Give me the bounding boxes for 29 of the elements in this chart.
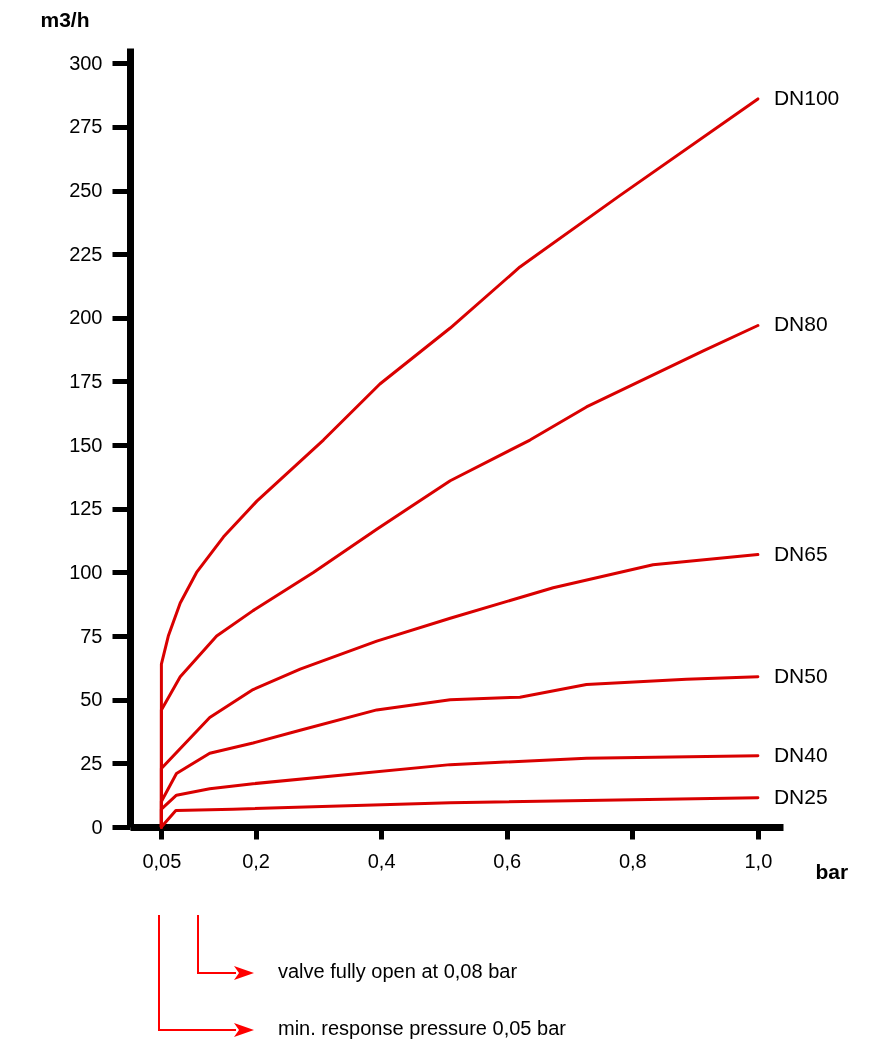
y-tick-label: 175 — [69, 369, 103, 392]
x-tick-label: 0,6 — [493, 849, 522, 872]
x-tick-label: 0,8 — [618, 849, 647, 872]
y-tick-label: 300 — [69, 51, 103, 74]
y-tick-label: 250 — [69, 179, 103, 202]
y-tick-label: 0 — [91, 815, 103, 838]
series-label: DN40 — [773, 742, 828, 766]
y-tick-label: 50 — [80, 688, 103, 711]
y-tick-label: 75 — [80, 624, 103, 647]
y-tick-label: 200 — [69, 306, 103, 329]
y-axis-title: m3/h — [40, 7, 90, 31]
series-label: DN80 — [773, 312, 828, 336]
y-tick-label: 100 — [69, 560, 103, 583]
y-tick-label: 150 — [69, 433, 103, 456]
x-tick-label: 0,05 — [142, 849, 182, 872]
y-tick-label: 275 — [69, 115, 103, 138]
text: valve fully open at 0,08 bar — [278, 960, 518, 983]
series-label: DN50 — [773, 663, 828, 687]
text: min. response pressure 0,05 bar — [278, 1017, 567, 1040]
series-label: DN25 — [773, 784, 828, 808]
y-tick-label: 125 — [69, 497, 103, 520]
series-label: DN65 — [773, 541, 828, 565]
y-tick-label: 25 — [80, 751, 103, 774]
x-tick-label: 0,4 — [367, 849, 396, 872]
series-label: DN100 — [773, 85, 840, 109]
y-tick-label: 225 — [69, 242, 103, 265]
x-tick-label: 1,0 — [744, 849, 773, 872]
x-tick-label: 0,2 — [242, 849, 270, 872]
x-axis-title: bar — [815, 859, 849, 883]
